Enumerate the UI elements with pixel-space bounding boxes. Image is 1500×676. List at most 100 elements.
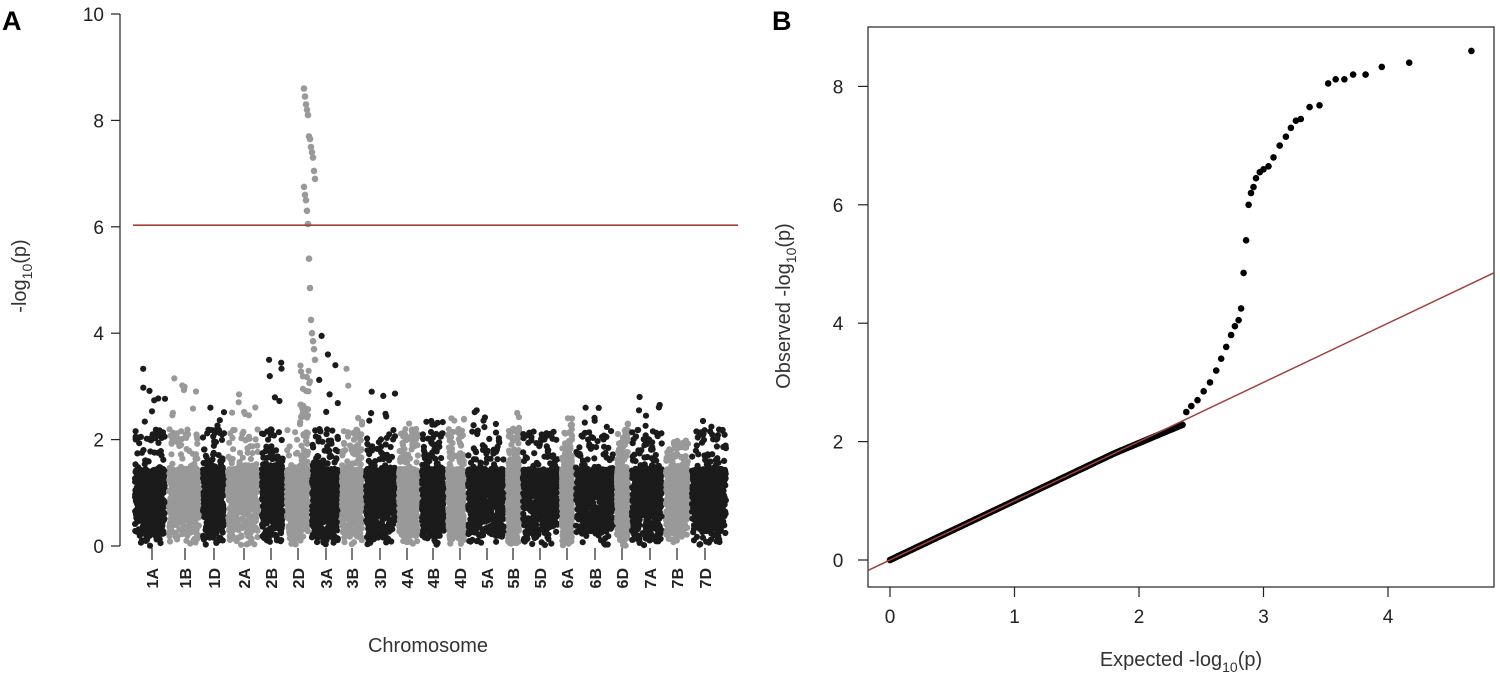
snp-point — [351, 470, 358, 477]
snp-point — [148, 408, 156, 415]
snp-point — [147, 518, 154, 526]
snp-point — [259, 430, 266, 437]
snp-point — [207, 404, 214, 411]
snp-point — [169, 412, 176, 419]
snp-point — [351, 430, 358, 437]
snp-point — [235, 391, 243, 398]
snp-point — [345, 483, 352, 490]
significant-snp-point — [300, 85, 308, 92]
significant-snp-point — [307, 316, 315, 324]
snp-point — [273, 455, 280, 462]
snp-point — [167, 519, 174, 526]
snp-point — [219, 484, 226, 492]
snp-point — [235, 507, 242, 514]
significant-snp-point — [305, 255, 313, 262]
snp-point — [158, 478, 165, 485]
snp-point — [298, 490, 305, 497]
manhattan-points — [132, 85, 730, 549]
snp-point — [354, 494, 361, 502]
snp-point — [209, 462, 216, 469]
snp-point — [324, 426, 331, 433]
snp-point — [340, 521, 348, 528]
snp-point — [339, 448, 346, 455]
snp-point — [358, 534, 365, 541]
snp-point — [166, 538, 174, 545]
snp-point — [329, 427, 336, 434]
significant-snp-point — [300, 183, 308, 191]
snp-point — [156, 515, 163, 523]
snp-point — [285, 452, 292, 459]
snp-point — [303, 526, 310, 533]
snp-point — [158, 434, 165, 441]
snp-point — [357, 461, 364, 468]
snp-point — [220, 409, 228, 416]
snp-point — [240, 479, 247, 486]
snp-point — [191, 473, 198, 480]
snp-point — [298, 517, 305, 524]
snp-point — [295, 464, 302, 471]
snp-point — [228, 535, 235, 542]
snp-point — [318, 332, 325, 339]
snp-point — [264, 494, 271, 501]
snp-point — [138, 475, 145, 482]
snp-point — [143, 470, 150, 477]
snp-point — [292, 429, 299, 436]
snp-point — [239, 525, 246, 532]
snp-point — [289, 468, 296, 475]
snp-point — [183, 500, 190, 508]
snp-point — [330, 539, 337, 546]
snp-point — [192, 455, 199, 462]
snp-point — [237, 502, 244, 509]
snp-point — [298, 413, 305, 420]
snp-point — [193, 534, 200, 541]
snp-point — [310, 489, 317, 496]
significant-snp-point — [309, 154, 317, 161]
snp-point — [216, 537, 223, 544]
snp-point — [216, 417, 223, 424]
snp-point — [220, 522, 227, 529]
snp-point — [155, 439, 162, 446]
snp-point — [266, 356, 273, 363]
chromosome-3D-points — [362, 388, 399, 548]
snp-point — [228, 487, 235, 494]
snp-point — [153, 497, 160, 504]
snp-point — [239, 430, 246, 437]
snp-point — [263, 443, 270, 450]
snp-point — [350, 516, 357, 523]
snp-point — [320, 461, 327, 469]
significant-snp-point — [308, 329, 316, 337]
snp-point — [298, 452, 305, 459]
snp-point — [160, 528, 167, 535]
snp-point — [248, 518, 255, 525]
snp-point — [294, 507, 301, 515]
snp-point — [218, 436, 226, 443]
snp-point — [251, 541, 258, 548]
snp-point — [203, 460, 210, 467]
snp-point — [227, 512, 234, 519]
snp-point — [186, 516, 193, 523]
snp-point — [150, 490, 157, 497]
snp-point — [356, 518, 363, 525]
snp-point — [132, 433, 139, 440]
snp-point — [192, 388, 200, 395]
snp-point — [253, 497, 260, 504]
snp-point — [177, 499, 184, 506]
snp-point — [160, 497, 167, 504]
snp-point — [166, 531, 173, 538]
snp-point — [334, 433, 341, 440]
snp-point — [210, 451, 217, 458]
snp-point — [140, 384, 147, 391]
significant-snp-point — [303, 207, 311, 215]
snp-point — [322, 511, 329, 518]
snp-point — [315, 533, 322, 540]
significant-snp-point — [309, 337, 317, 345]
chromosome-1A-points — [132, 365, 169, 549]
snp-point — [229, 409, 236, 416]
snp-point — [153, 536, 160, 543]
panel-b-label: B — [772, 6, 792, 36]
snp-point — [190, 461, 197, 468]
snp-point — [252, 404, 259, 411]
snp-point — [303, 373, 310, 381]
snp-point — [219, 464, 226, 471]
significant-snp-point — [304, 111, 312, 119]
